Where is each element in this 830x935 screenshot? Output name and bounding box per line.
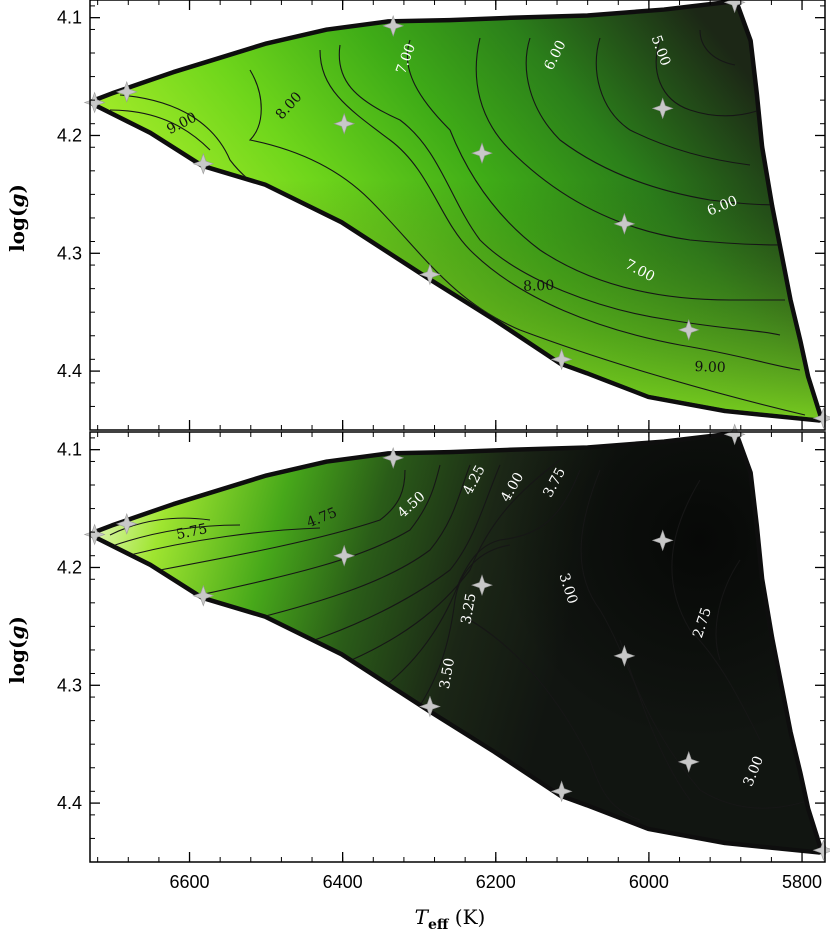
grid-point-star	[333, 112, 356, 135]
bottom-y-axis-title-prefix: log(	[5, 640, 29, 684]
grid-point-star	[812, 407, 830, 430]
ytick-label: 4.1	[57, 440, 82, 460]
grid-point-star	[613, 212, 636, 235]
axis-ticks	[90, 0, 825, 862]
top-axes-frame	[89, 0, 826, 431]
grid-point-star	[550, 348, 573, 371]
contour-label: 8.00	[523, 278, 555, 295]
xtick-label: 6400	[323, 872, 363, 892]
grid-point-star	[192, 152, 215, 175]
ytick-label: 4.4	[57, 361, 82, 381]
x-axis-title-subscript: eff	[428, 917, 450, 933]
grid-point-star	[677, 750, 700, 773]
xtick-label: 5800	[782, 872, 822, 892]
grid-point-star	[677, 318, 700, 341]
grid-point-star	[115, 512, 138, 535]
ytick-label: 4.2	[57, 125, 82, 145]
xtick-label: 6000	[629, 872, 669, 892]
contour-label: 3.50	[437, 657, 458, 690]
grid-point-star	[812, 839, 830, 862]
grid-point-star	[651, 97, 674, 120]
contour-label: 9.00	[694, 359, 726, 376]
grid-point-star	[471, 574, 493, 597]
ytick-label: 4.4	[57, 793, 82, 813]
grid-point-star	[419, 695, 441, 718]
contour-label: 5.75	[175, 521, 209, 543]
grid-point-star	[333, 544, 356, 567]
grid-point-star	[192, 584, 215, 607]
x-axis-title-unit: (K)	[448, 905, 485, 929]
grid-point-star	[471, 142, 493, 165]
top-y-axis-title-prefix: log(	[5, 208, 29, 252]
xtick-label: 6600	[170, 872, 210, 892]
top-contour-lines	[109, 29, 806, 416]
ytick-label: 4.3	[57, 243, 82, 263]
grid-point-star	[115, 80, 138, 103]
top-y-axis-title: log(g)	[5, 184, 29, 252]
bottom-contour-lines	[109, 459, 811, 821]
x-axis-title-var: T	[415, 905, 430, 929]
bottom-y-axis-title-suffix: )	[5, 616, 29, 625]
x-axis-title: Teff (K)	[415, 905, 486, 933]
bottom-axes-frame	[89, 431, 826, 863]
bottom-panel	[90, 431, 824, 855]
ytick-label: 4.3	[57, 675, 82, 695]
axis-tick-labels: 4.1 4.2 4.3 4.4 4.1 4.2 4.3 4.4 6600 6400 6200 6000…	[57, 8, 822, 892]
bottom-y-axis-title-var: g	[5, 626, 29, 640]
grid-point-star	[382, 447, 405, 469]
grid-points	[83, 0, 830, 862]
top-y-axis-title-var: g	[5, 194, 29, 208]
grid-point-star	[382, 15, 405, 37]
grid-point-star	[550, 780, 573, 803]
grid-point-star	[613, 644, 636, 667]
xtick-label: 6200	[476, 872, 516, 892]
ytick-label: 4.2	[57, 557, 82, 577]
grid-point-star	[651, 529, 674, 552]
bottom-y-axis-title: log(g)	[5, 616, 29, 684]
ytick-label: 4.1	[57, 8, 82, 28]
top-y-axis-title-suffix: )	[5, 184, 29, 193]
grid-point-star	[419, 263, 441, 286]
contour-label: 3.25	[458, 592, 479, 625]
